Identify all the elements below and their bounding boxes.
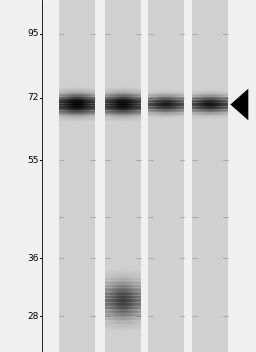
Bar — [148, 0, 184, 352]
Bar — [59, 0, 95, 352]
Text: 72: 72 — [27, 94, 38, 102]
Text: 36: 36 — [27, 254, 38, 263]
Text: 28: 28 — [27, 312, 38, 321]
Bar — [192, 0, 228, 352]
Bar — [105, 0, 141, 352]
Text: 55: 55 — [27, 156, 38, 165]
Polygon shape — [230, 89, 248, 120]
Text: 95: 95 — [27, 30, 38, 38]
